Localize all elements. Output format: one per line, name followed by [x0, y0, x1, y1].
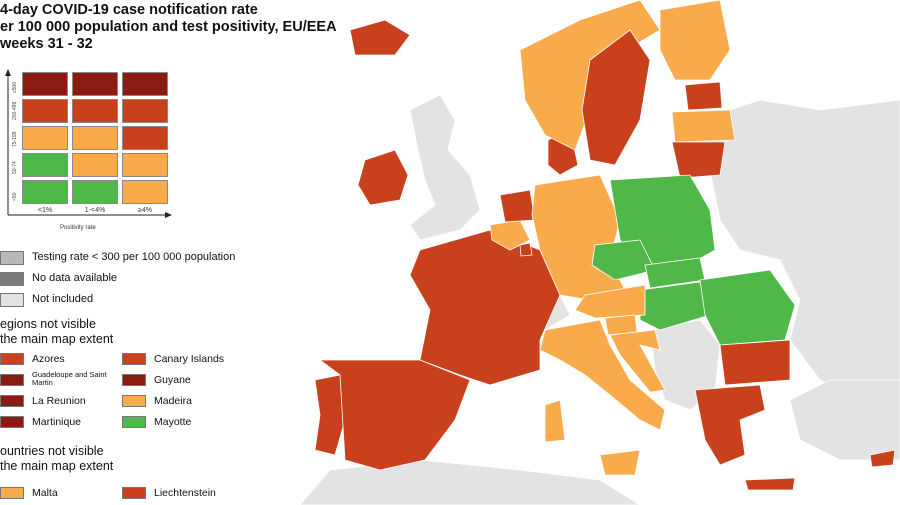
matrix-cell [22, 153, 68, 177]
map-area-sweden [581, 29, 651, 166]
matrix-y-label: ≥500 [12, 81, 18, 93]
matrix-x-label: ≥4% [138, 207, 152, 214]
map-area-romania [699, 269, 796, 346]
region-label: Azores [32, 353, 65, 365]
matrix-cell [22, 99, 68, 123]
region-label: Guyane [154, 374, 191, 386]
regions-heading-line-1: egions not visible [0, 317, 96, 331]
legend-label: Not included [32, 293, 94, 305]
matrix-y-label: 50-74 [12, 161, 18, 174]
countries-heading: ountries not visible the main map extent [0, 444, 113, 474]
map-area-united-kingdom [409, 94, 481, 241]
region-label: Liechtenstein [154, 487, 216, 499]
region-swatch [122, 353, 146, 365]
region-label: Canary Islands [154, 353, 225, 365]
matrix-cell [22, 72, 68, 96]
title-line-3: weeks 31 - 32 [0, 36, 93, 52]
map-area-italy [539, 319, 666, 431]
matrix-cell [122, 126, 168, 150]
map-area-spain [318, 359, 471, 471]
matrix-cell [72, 126, 118, 150]
region-swatch [122, 395, 146, 407]
matrix-cell [122, 153, 168, 177]
region-label: Guadeloupe and Saint Martin [32, 370, 107, 387]
map-area-greece [694, 384, 766, 466]
status-legend: Testing rate < 300 per 100 000 populatio… [0, 250, 260, 310]
map-area-ireland [357, 149, 409, 206]
map-area-slovenia [604, 314, 638, 336]
region-swatch [0, 395, 24, 407]
matrix-axes [5, 69, 172, 218]
region-label: Malta [32, 487, 58, 499]
matrix-y-label: 75-199 [12, 131, 18, 147]
matrix-cell [22, 180, 68, 204]
region-label: Mayotte [154, 416, 192, 428]
region-swatch [0, 416, 24, 428]
map-area-croatia [609, 329, 666, 393]
matrix-cell [72, 99, 118, 123]
map-area-czechia [591, 239, 656, 281]
region-swatch [0, 374, 24, 386]
map-area-estonia [684, 81, 723, 111]
title-line-1: 4-day COVID-19 case notification rate [0, 2, 258, 18]
countries-legend: Malta Liechtenstein [0, 486, 260, 504]
matrix-x-title: Positivity rate [60, 225, 96, 231]
map-area-sicily [599, 449, 641, 476]
countries-heading-line-2: the main map extent [0, 459, 114, 473]
legend-swatch [0, 272, 24, 286]
legend-swatch [0, 293, 24, 307]
map-area-bulgaria [719, 339, 791, 386]
region-swatch [0, 487, 24, 499]
region-swatch [122, 416, 146, 428]
matrix-y-label: <50 [12, 192, 18, 201]
map-area-eastern-europe [699, 99, 900, 401]
y-arrow-head-icon [5, 69, 11, 76]
matrix-cell [72, 72, 118, 96]
regions-legend: Azores Canary Islands Guadeloupe and Saint… [0, 352, 260, 437]
map-area-crete [744, 477, 796, 491]
regions-heading-line-2: the main map extent [0, 332, 114, 346]
regions-heading: egions not visible the main map extent [0, 317, 113, 347]
map-area-latvia [671, 109, 736, 143]
legend-label: Testing rate < 300 per 100 000 populatio… [32, 251, 236, 263]
legend-matrix: ≥500 200-499 75-199 50-74 <50 <1% 1-<4% ≥4% Po… [0, 65, 200, 245]
matrix-y-label: 200-499 [12, 101, 18, 120]
map-area-iceland [349, 19, 411, 56]
matrix-cell [72, 153, 118, 177]
legend-label: No data available [32, 272, 118, 284]
region-swatch [0, 353, 24, 365]
map-area-netherlands [499, 189, 536, 223]
map-area-finland [659, 0, 731, 81]
matrix-cell [122, 180, 168, 204]
matrix-x-label: 1-<4% [84, 207, 106, 214]
matrix-x-label: <1% [37, 207, 53, 214]
legend-swatch [0, 251, 24, 265]
map-area-france [409, 229, 561, 386]
title-line-2: er 100 000 population and test positivit… [0, 19, 337, 35]
map-area-turkey [789, 379, 900, 461]
map-title: 4-day COVID-19 case notification rate er… [0, 2, 337, 53]
matrix-cell [122, 99, 168, 123]
region-swatch [122, 487, 146, 499]
map-area-luxembourg [519, 242, 533, 257]
map-area-sardinia [544, 399, 566, 443]
matrix-cell [22, 126, 68, 150]
map-area-north-africa [299, 459, 641, 505]
matrix-cell [122, 72, 168, 96]
countries-heading-line-1: ountries not visible [0, 444, 104, 458]
region-swatch [122, 374, 146, 386]
x-arrow-head-icon [165, 212, 172, 218]
map-area-cyprus [869, 449, 896, 468]
region-label: Madeira [154, 395, 192, 407]
map-area-lithuania [671, 141, 726, 179]
matrix-cell [72, 180, 118, 204]
region-label: La Reunion [32, 395, 86, 407]
region-label: Martinique [32, 416, 82, 428]
